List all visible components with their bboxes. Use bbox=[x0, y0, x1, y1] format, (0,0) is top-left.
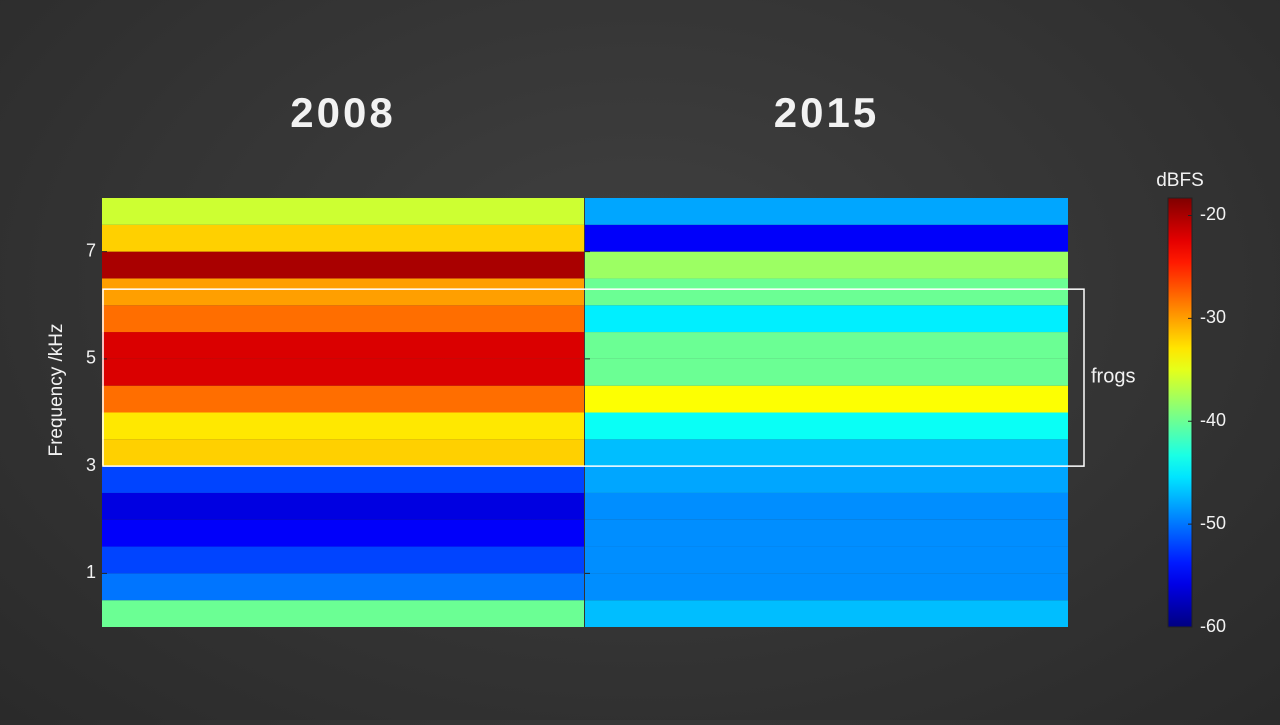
heatmap-cell bbox=[585, 492, 1068, 520]
heatmap-cell bbox=[585, 198, 1068, 225]
heatmap-cell bbox=[585, 385, 1068, 413]
annotation-label: frogs bbox=[1091, 365, 1135, 387]
heatmap-cell bbox=[585, 439, 1068, 467]
heatmap-cell bbox=[585, 546, 1068, 574]
heatmap-cell bbox=[585, 412, 1068, 440]
heatmap-cell bbox=[585, 224, 1068, 252]
heatmap-cell bbox=[585, 573, 1068, 601]
y-tick-label: 3 bbox=[86, 455, 96, 475]
colorbar-label: dBFS bbox=[1156, 170, 1204, 191]
heatmap-cell bbox=[102, 332, 584, 359]
y-tick-label: 1 bbox=[86, 562, 96, 582]
heatmap-cell bbox=[102, 492, 584, 520]
heatmap-cell bbox=[585, 466, 1068, 493]
panel-title: 2015 bbox=[774, 89, 879, 136]
heatmap-cell bbox=[102, 519, 584, 547]
colorbar-tick-label: -20 bbox=[1200, 204, 1226, 224]
y-tick-label: 7 bbox=[86, 240, 96, 260]
heatmap-cell bbox=[102, 439, 584, 467]
colorbar-tick-label: -60 bbox=[1200, 616, 1226, 636]
heatmap-cell bbox=[585, 251, 1068, 279]
heatmap-cell bbox=[102, 385, 584, 413]
heatmap-cell bbox=[102, 600, 584, 627]
colorbar-tick-label: -40 bbox=[1200, 410, 1226, 430]
heatmap-cell bbox=[102, 251, 584, 279]
heatmap-cell bbox=[102, 358, 584, 386]
heatmap-cell bbox=[585, 600, 1068, 627]
heatmap-cell bbox=[585, 519, 1068, 547]
heatmap-cell bbox=[585, 278, 1068, 306]
heatmap-cell bbox=[102, 412, 584, 440]
heatmap-cell bbox=[102, 305, 584, 333]
heatmap-cell bbox=[585, 358, 1068, 386]
heatmap-cell bbox=[102, 278, 584, 306]
heatmap-cell bbox=[102, 466, 584, 493]
heatmap-cell bbox=[102, 546, 584, 574]
heatmap-cell bbox=[102, 573, 584, 601]
heatmap-cell bbox=[585, 332, 1068, 359]
heatmap-cell bbox=[102, 198, 584, 225]
heatmap-cell bbox=[102, 224, 584, 252]
annotation-box bbox=[102, 288, 1085, 467]
heatmap-cell bbox=[585, 305, 1068, 333]
y-axis-label: Frequency /kHz bbox=[46, 323, 67, 456]
colorbar-tick-label: -50 bbox=[1200, 513, 1226, 533]
colorbar bbox=[1167, 197, 1193, 628]
panel-title: 2008 bbox=[290, 89, 395, 136]
colorbar-tick-label: -30 bbox=[1200, 307, 1226, 327]
y-tick-label: 5 bbox=[86, 348, 96, 368]
